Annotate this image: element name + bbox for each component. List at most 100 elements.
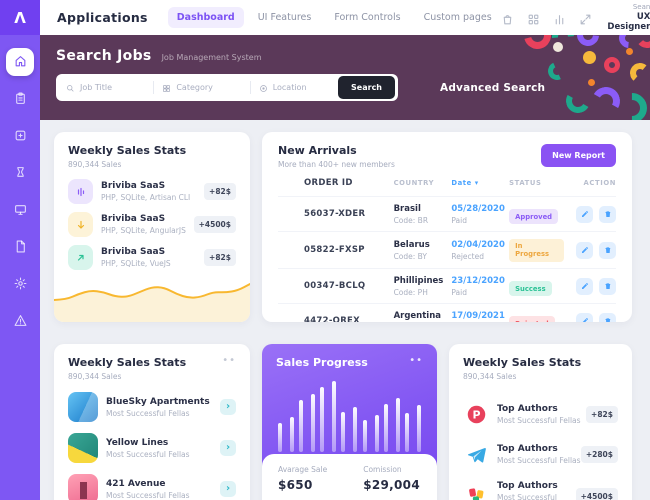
edit-button[interactable]: [576, 312, 594, 322]
edit-button[interactable]: [576, 241, 594, 259]
category-field[interactable]: Category: [162, 78, 241, 97]
location-field[interactable]: Location: [259, 78, 338, 97]
weekly-stats-list: Briviba SaaS PHP, SQLite, Artisan CLI +82$…: [68, 179, 236, 270]
menu-dots-icon[interactable]: ••: [409, 355, 423, 366]
edit-button[interactable]: [576, 277, 594, 295]
tab-custom-pages[interactable]: Custom pages: [423, 12, 492, 23]
equalizer-icon: [68, 179, 93, 204]
weekly-list-heading: Weekly Sales Stats 890,344 Sales: [68, 356, 186, 381]
author-item-desc: Most Successful Fellas: [497, 415, 581, 425]
sidebar-nav: [0, 35, 40, 335]
bar-pair: [383, 380, 400, 452]
progress-bar: [362, 420, 367, 452]
list-item-name: Yellow Lines: [106, 437, 169, 448]
sales-item-text: Briviba SaaS PHP, SQLite, AngularJS: [101, 214, 186, 235]
new-arrivals-card: New Arrivals More than 400+ new members …: [262, 132, 632, 322]
field-divider: [249, 81, 251, 94]
progress-bar: [416, 405, 421, 452]
sales-item-name: Briviba SaaS: [101, 247, 166, 257]
column-header-status[interactable]: STATUS: [509, 179, 542, 187]
delete-button[interactable]: [599, 312, 617, 322]
chevron-right-icon[interactable]: ›: [220, 481, 236, 497]
delete-button[interactable]: [599, 241, 617, 259]
search-icon: [66, 78, 75, 97]
bar-pair: [320, 380, 337, 452]
table-row: 56037-XDER Brasil Code: BR 05/28/2020 Paid Ap…: [278, 196, 617, 231]
blocks-icon: [463, 483, 489, 500]
weekly-list: BlueSky Apartments Most Successful Fellas…: [68, 392, 236, 500]
expand-icon[interactable]: [579, 11, 592, 25]
sales-progress-card: Sales Progress •• Avarage Sale $650 Comiss…: [262, 344, 437, 500]
telegram-icon: [463, 441, 489, 467]
progress-bar: [311, 393, 316, 452]
author-item-name: Top Authors: [497, 403, 558, 414]
progress-bar: [374, 414, 379, 452]
sidebar-item-add-box[interactable]: [6, 122, 34, 150]
top-authors-card: Weekly Sales Stats 890,344 Sales P Top Au…: [449, 344, 632, 500]
column-header-action[interactable]: ACTION: [583, 179, 617, 187]
country-code: Code: BY: [393, 251, 427, 261]
sales-item-text: Briviba SaaS PHP, SQLite, VueJS: [101, 247, 171, 268]
new-report-button[interactable]: New Report: [541, 144, 616, 167]
delete-button[interactable]: [599, 277, 617, 295]
advanced-search-link[interactable]: Advanced Search: [440, 81, 546, 94]
top-authors-title: Weekly Sales Stats: [463, 356, 582, 369]
stats-icon[interactable]: [553, 11, 566, 25]
sidebar-item-hourglass[interactable]: [6, 159, 34, 187]
sales-item-text: Briviba SaaS PHP, SQLite, Artisan CLI: [101, 181, 190, 202]
tab-form-controls[interactable]: Form Controls: [334, 12, 401, 23]
progress-bar: [320, 387, 325, 452]
search-button[interactable]: Search: [338, 76, 395, 99]
banner-title: Search Jobs: [56, 48, 152, 64]
apps-icon[interactable]: [527, 11, 540, 25]
delete-button[interactable]: [599, 205, 617, 223]
progress-bars: [278, 380, 421, 452]
teal-thumbnail: [68, 433, 98, 463]
sidebar-item-settings[interactable]: [6, 270, 34, 298]
action-cell: [564, 277, 617, 295]
date-value: 02/04/2020: [451, 239, 505, 250]
new-arrivals-title: New Arrivals: [278, 144, 357, 157]
add-box-icon: [14, 127, 27, 146]
list-item-desc: Most Successful Fellas: [106, 408, 190, 418]
producthunt-icon: P: [463, 401, 489, 427]
weekly-stats-title: Weekly Sales Stats: [68, 144, 187, 157]
chevron-right-icon[interactable]: ›: [220, 440, 236, 456]
column-header-date[interactable]: Date ▾: [451, 179, 479, 187]
progress-stat: Comission $29,004: [363, 465, 420, 500]
chevron-right-icon[interactable]: ›: [220, 399, 236, 415]
column-header-country[interactable]: COUNTRY: [393, 179, 435, 187]
tab-ui-features[interactable]: UI Features: [257, 12, 312, 23]
progress-footer: Avarage Sale $650 Comission $29,004: [262, 454, 437, 500]
field-placeholder: Location: [272, 83, 307, 92]
job-title-field[interactable]: Job Title: [66, 78, 145, 97]
sidebar-item-warning[interactable]: [6, 307, 34, 335]
status-cell: In Progress: [509, 238, 565, 262]
list-item-text: 421 Avenue Most Successful Fellas: [106, 479, 190, 500]
progress-stat-value: $29,004: [363, 478, 420, 492]
list-item: BlueSky Apartments Most Successful Fellas…: [68, 392, 236, 422]
hourglass-icon: [14, 164, 27, 183]
sidebar-item-file[interactable]: [6, 233, 34, 261]
new-arrivals-table: ORDER ID COUNTRY Date ▾ STATUS ACTION 56037-X…: [278, 178, 617, 323]
column-header-order-id[interactable]: ORDER ID: [304, 178, 353, 188]
country-name: Brasil: [393, 203, 421, 214]
country-cell: ArgentinaCode: AR: [394, 311, 452, 323]
weekly-stats-subtitle: 890,344 Sales: [68, 160, 122, 169]
date-value: 05/28/2020: [451, 203, 505, 214]
author-item-name: Top Authors: [497, 443, 558, 454]
tab-dashboard[interactable]: Dashboard: [167, 7, 244, 28]
search-banner: Search Jobs Job Management System Job Ti…: [40, 35, 650, 120]
country-name: Phillipines: [393, 275, 444, 286]
author-item: P Top Authors Most Successful Fellas +82$: [463, 401, 618, 427]
date-cell: 02/04/2020 Rejected: [451, 240, 509, 261]
edit-button[interactable]: [576, 205, 594, 223]
sidebar-item-monitor[interactable]: [6, 196, 34, 224]
app-logo[interactable]: Λ: [0, 0, 40, 35]
banner-subtitle: Job Management System: [161, 53, 262, 62]
sidebar-item-home[interactable]: [6, 48, 34, 76]
menu-dots-icon[interactable]: ••: [222, 355, 236, 366]
bag-icon[interactable]: [501, 11, 514, 25]
sidebar-item-clipboard[interactable]: [6, 85, 34, 113]
